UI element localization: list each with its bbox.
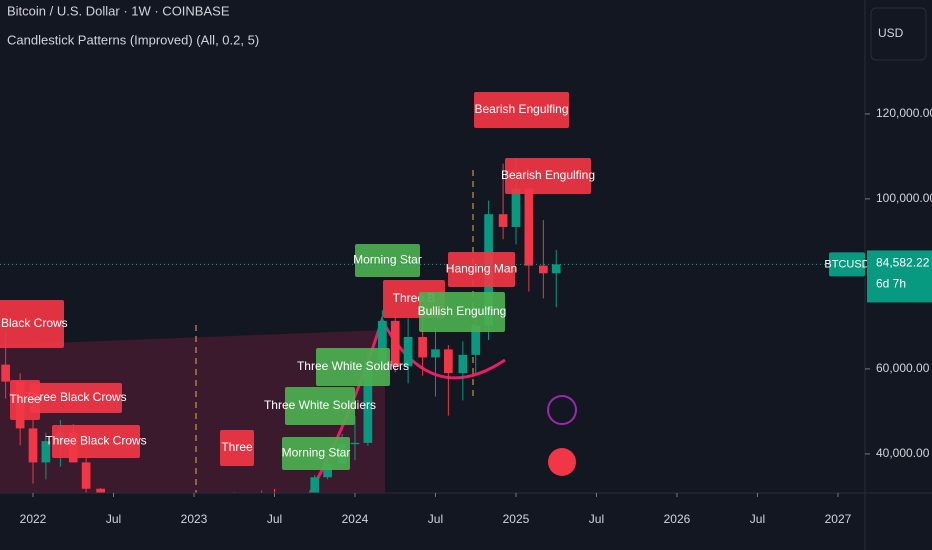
pattern-label: Three White Soldiers [297,359,409,373]
pattern-label: Three Black Crows [25,390,126,404]
pattern-box [282,437,350,470]
candle-body [81,462,91,489]
candle-body [137,539,146,542]
candle-body [41,441,51,463]
x-tick-label: 2027 [825,512,852,526]
countdown: 6d 7h [876,277,906,291]
candle-body [378,320,387,365]
candle-body [162,537,171,550]
x-tick-label: Jul [267,512,282,526]
pattern-label: Three Black Crows [0,316,68,330]
candle-body [363,364,373,443]
candle-body [471,325,481,355]
x-tick-label: 2025 [503,512,530,526]
pattern-box [10,380,40,420]
pattern-box [0,300,64,348]
event-icon[interactable] [547,395,577,425]
pattern-box [355,244,420,277]
candle-body [511,188,521,227]
y-tick-label: 100,000.00 [876,191,932,205]
candle-body [243,500,252,509]
candle-body [323,463,332,478]
candle-body [431,349,440,358]
candle-body [524,188,534,266]
pattern-label: Bearish Engulfing [501,168,595,182]
x-tick-label: 2022 [20,512,47,526]
pattern-box [285,387,355,425]
pattern-label: Three White Soldiers [264,398,376,412]
pattern-box [316,348,390,386]
y-tick-label: 60,000.00 [876,361,930,375]
pattern-box [505,158,591,194]
candle-body [122,525,131,539]
x-tick-label: 2023 [181,512,208,526]
pattern-box [448,252,515,287]
symbol-tag: BTCUSD [824,258,869,270]
pattern-label: Bullish Engulfing [418,304,507,318]
candle-body [28,428,38,463]
y-tick-label: 40,000.00 [876,446,930,460]
pattern-box [474,92,569,128]
plot-area: Bearish Engulfing Bearish Engulfing Mornin… [0,92,595,550]
event-icon[interactable] [548,448,576,476]
y-tick-label: 120,000.00 [876,106,932,120]
pattern-box [52,425,140,458]
x-tick-label: Jul [589,512,604,526]
price-tag-bg [867,250,932,303]
price-tag: 84,582.22 [876,256,930,270]
candle-body [390,320,400,367]
currency-button[interactable] [870,7,927,61]
candle-body [310,477,320,493]
pattern-box [30,383,122,413]
candle-body [444,349,453,374]
candle-body [418,337,427,358]
candle-body [96,488,105,493]
pattern-label: Morning Star [282,446,351,460]
candle-body [190,526,199,550]
candle-body [230,500,239,503]
candle-body [458,354,468,374]
x-tick-label: Jul [750,512,765,526]
candle-body [403,337,413,367]
x-tick-label: Jul [428,512,443,526]
currency[interactable]: USD [878,26,904,40]
x-tick-label: 2026 [664,512,691,526]
candle-body [498,214,508,227]
pattern-box [419,292,505,332]
pattern-label: Three [9,392,41,406]
pattern-box [220,430,254,466]
candle-body [1,364,10,382]
chart-title: Bitcoin / U.S. Dollar · 1W · COINBASE [7,3,230,18]
candle-body [283,500,292,514]
candle-body [350,442,360,445]
candle-body [149,537,158,542]
pattern-label: Morning Star [353,253,422,267]
x-tick-label: Jul [106,512,121,526]
candle-body [217,503,226,526]
candle-body [551,264,561,274]
candle-body [538,265,548,274]
candle-body [298,509,307,513]
x-tick-label: 2024 [342,512,369,526]
indicator-label: Candlestick Patterns (Improved) (All, 0.… [7,32,259,47]
pattern-label: Bearish Engulfing [474,102,568,116]
pattern-label: Hanging Man [446,262,517,276]
candle-body [257,494,266,508]
symbol-tag-bg [829,252,865,277]
pattern-label: Three Black Crows [45,434,146,448]
pattern-label: Three [221,440,253,454]
candle-body [109,525,118,539]
